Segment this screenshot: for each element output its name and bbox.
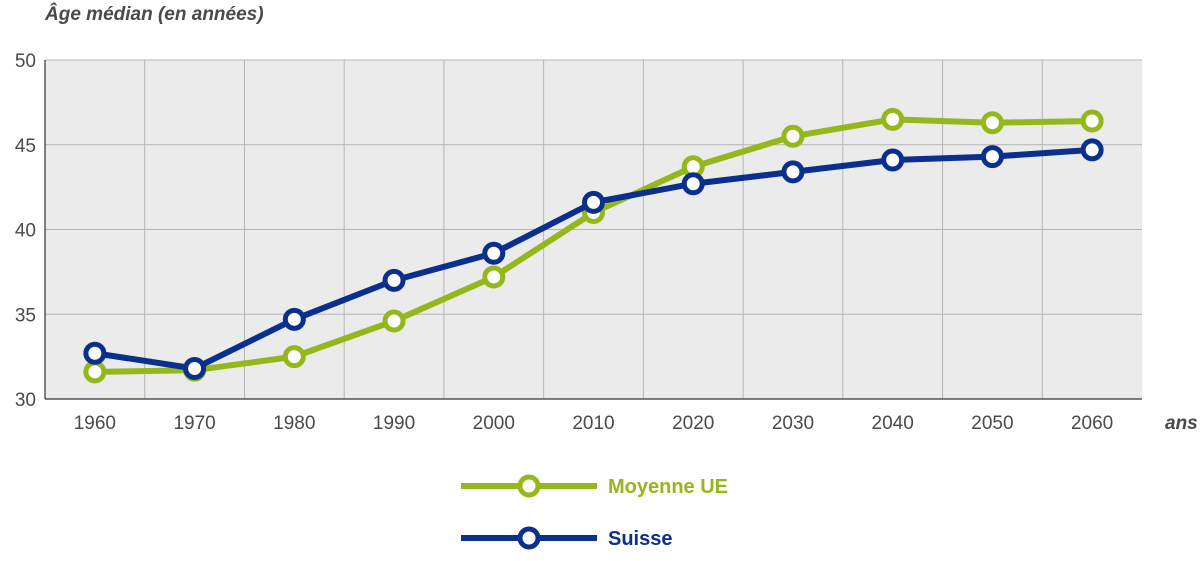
legend-label-moyenne-ue: Moyenne UE — [608, 476, 728, 498]
data-point-moyenne-ue — [980, 111, 1004, 135]
x-tick-label: 1970 — [173, 413, 215, 434]
y-tick-label: 30 — [15, 390, 36, 411]
data-point-suisse — [681, 172, 705, 196]
y-axis-title: Âge médian (en années) — [44, 3, 264, 25]
y-tick-label: 40 — [15, 221, 36, 242]
legend-marker-moyenne-ue — [517, 474, 541, 498]
data-point-suisse — [980, 145, 1004, 169]
y-tick-label: 35 — [15, 305, 36, 326]
x-tick-label: 2030 — [772, 413, 814, 434]
data-point-suisse — [382, 268, 406, 292]
x-tick-label: 1990 — [373, 413, 415, 434]
data-point-suisse — [83, 341, 107, 365]
data-point-moyenne-ue — [781, 124, 805, 148]
x-tick-label: 2060 — [1071, 413, 1113, 434]
y-tick-labels: 30 35 40 45 50 — [15, 51, 36, 411]
data-point-suisse — [1080, 138, 1104, 162]
data-point-moyenne-ue — [881, 107, 905, 131]
data-point-moyenne-ue — [282, 345, 306, 369]
data-point-suisse — [183, 356, 207, 380]
data-point-suisse — [282, 307, 306, 331]
axes — [44, 60, 1142, 400]
x-tick-label: 2050 — [971, 413, 1013, 434]
x-tick-label: 2010 — [572, 413, 614, 434]
data-point-suisse — [881, 148, 905, 172]
x-axis-title: ans — [1165, 413, 1198, 434]
x-tick-label: 1980 — [273, 413, 315, 434]
x-tick-labels: 1960 1970 1980 1990 2000 2010 2020 2030 2040 2050… — [74, 413, 1114, 434]
data-point-moyenne-ue — [1080, 109, 1104, 133]
data-point-moyenne-ue — [83, 360, 107, 384]
x-tick-label: 2000 — [473, 413, 515, 434]
x-tick-label: 2020 — [672, 413, 714, 434]
y-tick-label: 50 — [15, 51, 36, 72]
y-tick-label: 45 — [15, 136, 36, 157]
x-tick-label: 1960 — [74, 413, 116, 434]
series-layer — [83, 107, 1104, 384]
grid — [45, 59, 1142, 399]
data-point-moyenne-ue — [382, 309, 406, 333]
legend: Moyenne UE Suisse — [461, 474, 728, 550]
data-point-suisse — [582, 190, 605, 214]
data-point-suisse — [482, 241, 506, 265]
x-tick-label: 2040 — [872, 413, 914, 434]
legend-label-suisse: Suisse — [608, 528, 672, 550]
data-point-moyenne-ue — [482, 265, 506, 289]
legend-marker-suisse — [517, 526, 541, 550]
data-point-suisse — [781, 160, 805, 184]
